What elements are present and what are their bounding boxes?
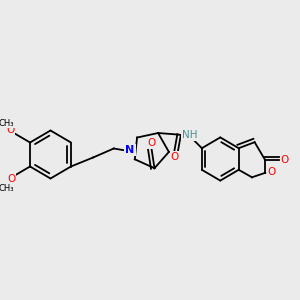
Text: O: O xyxy=(147,138,156,148)
Text: O: O xyxy=(280,155,289,165)
Text: O: O xyxy=(170,152,178,162)
Text: CH₃: CH₃ xyxy=(0,119,14,128)
Text: NH: NH xyxy=(182,130,197,140)
Text: O: O xyxy=(267,167,275,177)
Text: CH₃: CH₃ xyxy=(0,184,14,193)
Text: O: O xyxy=(7,173,15,184)
Text: N: N xyxy=(125,145,135,155)
Text: O: O xyxy=(7,125,15,136)
